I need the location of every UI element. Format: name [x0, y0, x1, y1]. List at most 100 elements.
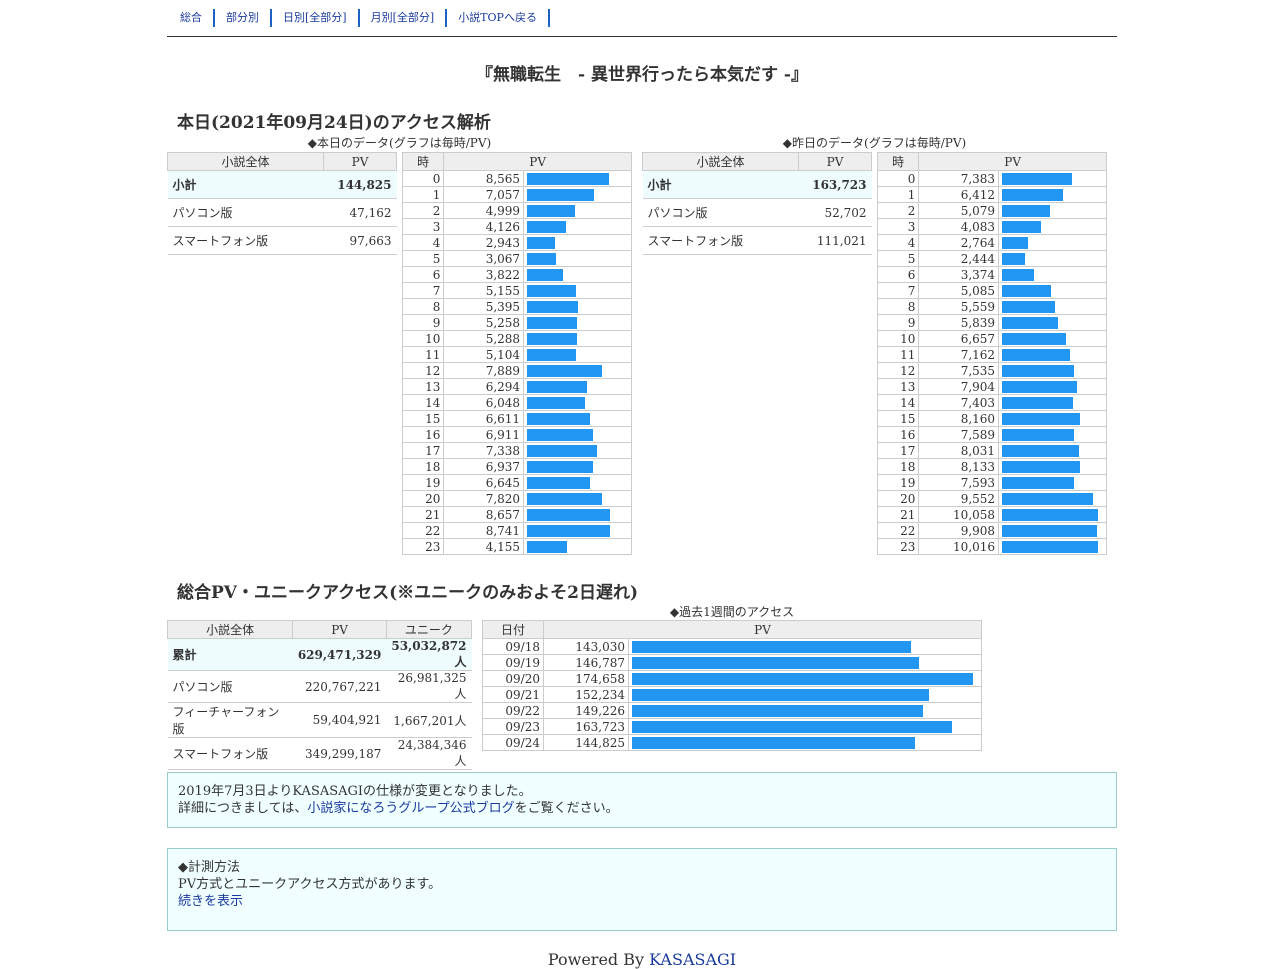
hour-row: 17 8,031 [876, 442, 1107, 459]
col-pv: PV [292, 620, 387, 639]
summary-row: スマートフォン版 97,663 [167, 226, 397, 255]
bar-cell [998, 218, 1107, 235]
hour-cell: 22 [401, 522, 445, 539]
pv-bar [1002, 428, 1075, 441]
pv-bar [1002, 188, 1064, 201]
pv-cell: 8,160 [918, 410, 1000, 427]
total-heading: 総合PV・ユニークアクセス(※ユニークのみおよそ2日遅れ) [177, 583, 639, 603]
pv-cell: 10,016 [918, 538, 1000, 555]
hour-cell: 6 [401, 266, 445, 283]
bar-cell [998, 234, 1107, 251]
bar-cell [998, 202, 1107, 219]
bar-cell [523, 298, 632, 315]
hour-cell: 3 [401, 218, 445, 235]
total-row: パソコン版 220,767,221 26,981,325人 [167, 670, 472, 703]
col-novel-total: 小説全体 [167, 152, 324, 171]
notice-text-post: をご覧ください。 [514, 801, 619, 816]
hour-cell: 11 [876, 346, 920, 363]
pv-bar [1002, 412, 1081, 425]
pv-cell: 10,058 [918, 506, 1000, 523]
col-pv: PV [323, 152, 397, 171]
hour-row: 18 8,133 [876, 458, 1107, 475]
pv-bar [527, 380, 588, 393]
hour-row: 1 7,057 [401, 186, 632, 203]
col-pv: PV [798, 152, 872, 171]
nav-monthly-all[interactable]: 月別[全部分] [360, 9, 448, 27]
bar-cell [628, 686, 982, 703]
hour-row: 20 9,552 [876, 490, 1107, 507]
col-novel-total: 小説全体 [166, 620, 294, 639]
week-caption: ◆過去1週間のアクセス [669, 605, 795, 619]
row-pv: 97,663 [323, 226, 397, 255]
bar-cell [998, 378, 1107, 395]
pv-cell: 163,723 [543, 718, 629, 735]
nav-by-part[interactable]: 部分別 [215, 9, 272, 27]
hour-row: 14 7,403 [876, 394, 1107, 411]
hour-row: 23 10,016 [876, 538, 1107, 555]
hour-row: 3 4,126 [401, 218, 632, 235]
date-cell: 09/21 [482, 686, 544, 703]
row-pv: 52,702 [798, 198, 872, 227]
total-row: フィーチャーフォン版 59,404,921 1,667,201人 [167, 702, 472, 738]
bar-cell [523, 458, 632, 475]
hour-cell: 15 [876, 410, 920, 427]
pv-cell: 9,552 [918, 490, 1000, 507]
pv-cell: 3,374 [918, 266, 1000, 283]
bar-cell [628, 718, 982, 735]
bar-cell [998, 298, 1107, 315]
pv-bar [527, 540, 568, 553]
pv-cell: 6,048 [443, 394, 525, 411]
bar-cell [628, 734, 982, 751]
show-more-link[interactable]: 続きを表示 [178, 894, 244, 909]
pv-cell: 149,226 [543, 702, 629, 719]
row-pv: 163,723 [798, 170, 872, 199]
pv-bar [527, 220, 567, 233]
hour-row: 4 2,764 [876, 234, 1107, 251]
bar-cell [523, 330, 632, 347]
pv-bar [1002, 252, 1026, 265]
total-table: 小説全体 PV ユニーク 累計 629,471,329 53,032,872人 パソコ… [166, 620, 473, 770]
kasasagi-link[interactable]: KASASAGI [649, 950, 737, 969]
col-hour: 時 [876, 152, 920, 171]
pv-bar [527, 252, 557, 265]
pv-bar [1002, 444, 1080, 457]
pv-cell: 6,412 [918, 186, 1000, 203]
row-pv: 59,404,921 [292, 702, 387, 738]
bar-cell [998, 410, 1107, 427]
row-pv: 111,021 [798, 226, 872, 255]
hour-cell: 0 [876, 170, 920, 187]
method-title: ◆計測方法 [178, 860, 240, 875]
pv-cell: 174,658 [543, 670, 629, 687]
hour-cell: 0 [401, 170, 445, 187]
hour-row: 0 7,383 [876, 170, 1107, 187]
date-cell: 09/23 [482, 718, 544, 735]
hour-cell: 13 [876, 378, 920, 395]
nav-daily-all[interactable]: 日別[全部分] [272, 9, 360, 27]
hour-cell: 6 [876, 266, 920, 283]
nav-overall[interactable]: 総合 [169, 9, 215, 27]
bar-cell [998, 474, 1107, 491]
official-blog-link[interactable]: 小説家になろうグループ公式ブログ [307, 801, 515, 816]
nav-back-to-novel[interactable]: 小説TOPへ戻る [447, 9, 550, 27]
hour-row: 19 7,593 [876, 474, 1107, 491]
pv-cell: 5,079 [918, 202, 1000, 219]
hour-cell: 1 [401, 186, 445, 203]
pv-cell: 3,067 [443, 250, 525, 267]
bar-cell [998, 266, 1107, 283]
hour-row: 14 6,048 [401, 394, 632, 411]
bar-cell [998, 346, 1107, 363]
hour-cell: 9 [876, 314, 920, 331]
pv-bar [632, 720, 952, 733]
pv-bar [1002, 204, 1051, 217]
pv-bar [527, 332, 578, 345]
bar-cell [523, 522, 632, 539]
hour-cell: 17 [401, 442, 445, 459]
pv-bar [527, 508, 611, 521]
bar-cell [523, 346, 632, 363]
hour-cell: 12 [401, 362, 445, 379]
pv-cell: 8,657 [443, 506, 525, 523]
pv-bar [527, 524, 611, 537]
bar-cell [523, 218, 632, 235]
pv-cell: 4,126 [443, 218, 525, 235]
row-pv: 144,825 [323, 170, 397, 199]
